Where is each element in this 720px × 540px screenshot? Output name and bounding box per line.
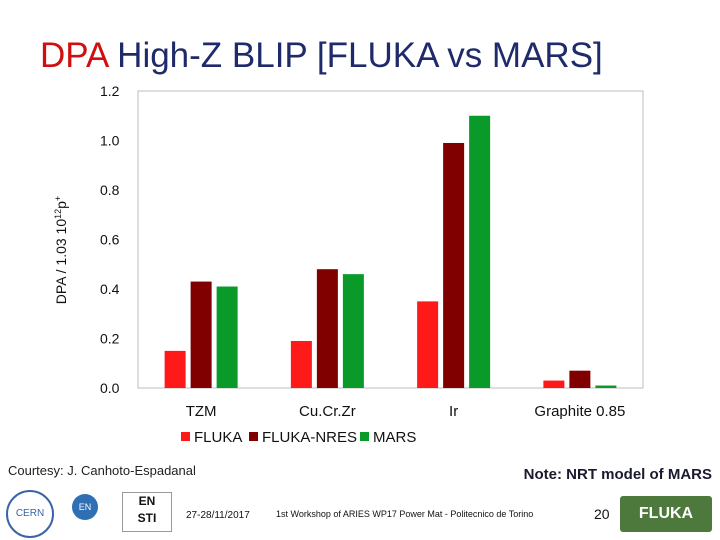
x-tick-label: Cu.Cr.Zr: [299, 403, 356, 420]
y-tick-label: 0.8: [100, 182, 120, 198]
y-axis-label: DPA / 1.03 1012p+: [53, 196, 69, 304]
en-logo-icon: EN: [72, 494, 98, 520]
en-sti-logo-icon: EN STI: [122, 492, 172, 532]
slide-title-accent: DPA: [40, 36, 108, 75]
legend-label: FLUKA-NRES: [262, 429, 357, 446]
bars-group: [164, 115, 617, 388]
bar-fluka-nres-cu-cr-zr: [316, 269, 338, 388]
y-tick-label: 0.4: [100, 281, 120, 297]
bar-mars-tzm: [216, 286, 238, 388]
legend-label: MARS: [373, 429, 416, 446]
x-tick-labels: TZM Cu.Cr.Zr Ir Graphite 0.85: [186, 403, 626, 420]
footer-date: 27-28/11/2017: [186, 510, 250, 521]
note-text: Note: NRT model of MARS: [523, 466, 712, 483]
page-number: 20: [594, 506, 610, 522]
slide-title: DPA High-Z BLIP [FLUKA vs MARS]: [40, 36, 603, 76]
y-tick-label: 0.0: [100, 380, 120, 396]
bar-mars-graphite-0-85: [595, 385, 617, 388]
y-tick-label: 0.6: [100, 232, 120, 248]
bar-fluka-graphite-0-85: [543, 380, 565, 388]
x-tick-label: TZM: [186, 403, 217, 420]
bar-mars-ir: [469, 115, 491, 388]
courtesy-text: Courtesy: J. Canhoto-Espadanal: [8, 463, 196, 478]
dpa-bar-chart: 0.0 0.2 0.4 0.6 0.8 1.0 1.2 TZM Cu.Cr.Zr Ir Graph…: [53, 83, 644, 446]
bar-fluka-ir: [417, 301, 439, 388]
plot-area: [137, 90, 644, 389]
legend: FLUKA FLUKA-NRES MARS: [181, 429, 416, 446]
bar-fluka-nres-tzm: [190, 281, 212, 388]
y-tick-label: 1.0: [100, 133, 120, 149]
legend-swatch-fluka-nres: [249, 432, 258, 441]
bar-fluka-nres-ir: [443, 142, 465, 388]
slide-title-rest: High-Z BLIP [FLUKA vs MARS]: [107, 36, 603, 75]
legend-swatch-mars: [360, 432, 369, 441]
footer-workshop: 1st Workshop of ARIES WP17 Power Mat - P…: [276, 509, 534, 519]
fluka-logo-icon: FLUKA: [620, 496, 712, 532]
bar-fluka-nres-graphite-0-85: [569, 370, 591, 388]
x-tick-label: Graphite 0.85: [534, 403, 625, 420]
y-tick-labels: 0.0 0.2 0.4 0.6 0.8 1.0 1.2: [100, 83, 120, 396]
y-tick-label: 1.2: [100, 83, 120, 99]
bar-fluka-tzm: [164, 350, 186, 388]
y-tick-label: 0.2: [100, 331, 120, 347]
footer-bar: [0, 482, 720, 540]
bar-fluka-cu-cr-zr: [290, 340, 312, 388]
legend-swatch-fluka: [181, 432, 190, 441]
en-sti-logo-top: EN: [138, 494, 156, 508]
legend-label: FLUKA: [194, 429, 242, 446]
en-sti-logo-bottom: STI: [137, 511, 157, 525]
x-tick-label: Ir: [449, 403, 458, 420]
cern-logo-icon: CERN: [6, 490, 54, 538]
bar-mars-cu-cr-zr: [342, 274, 364, 388]
